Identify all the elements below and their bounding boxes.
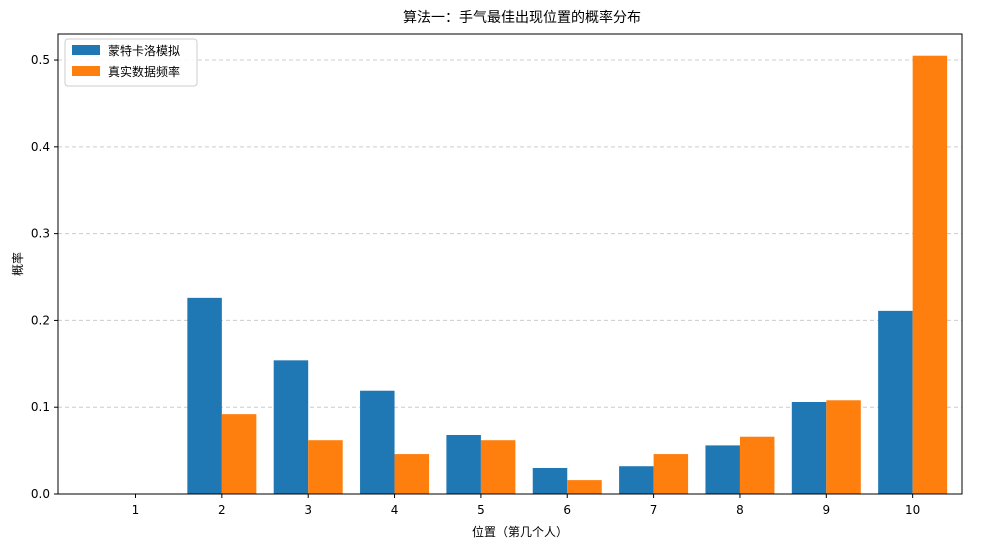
y-tick-label: 0.1 xyxy=(31,400,50,414)
y-tick-label: 0.0 xyxy=(31,487,50,501)
x-tick-label: 6 xyxy=(563,503,571,517)
bar-series-1-6 xyxy=(532,467,568,494)
plot-frame xyxy=(57,33,963,495)
x-tick-label: 8 xyxy=(736,503,744,517)
bar-series-2-7 xyxy=(653,454,689,494)
bar-series-2-2 xyxy=(221,414,257,494)
bar-series-1-7 xyxy=(619,466,654,494)
x-axis-label: 位置（第几个人） xyxy=(472,524,568,539)
bar-series-2-6 xyxy=(567,480,602,494)
x-tick-label: 10 xyxy=(905,503,920,517)
x-tick-label: 2 xyxy=(218,503,226,517)
x-tick-label: 4 xyxy=(391,503,399,517)
x-axis: 1 2 3 4 5 6 7 8 9 10 xyxy=(132,494,920,517)
y-axis: 0.0 0.1 0.2 0.3 0.4 0.5 xyxy=(31,53,58,501)
bar-series-1-5 xyxy=(446,434,481,494)
bar-series-1-2 xyxy=(187,297,222,494)
bar-series-1-8 xyxy=(705,445,740,494)
legend-label: 蒙特卡洛模拟 xyxy=(108,43,180,58)
bar-series-2-9 xyxy=(826,400,861,494)
chart-title: 算法一：手气最佳出现位置的概率分布 xyxy=(403,9,641,26)
y-tick-label: 0.2 xyxy=(31,313,50,327)
x-tick-label: 5 xyxy=(477,503,485,517)
bars xyxy=(187,55,948,494)
legend-swatch xyxy=(72,66,100,76)
x-tick-label: 3 xyxy=(304,503,312,517)
x-tick-label: 7 xyxy=(650,503,658,517)
y-tick-label: 0.3 xyxy=(31,227,50,241)
y-axis-label: 概率 xyxy=(10,252,25,276)
x-tick-label: 1 xyxy=(132,503,140,517)
bar-series-2-10 xyxy=(912,55,948,494)
bar-series-2-3 xyxy=(308,440,343,494)
x-tick-label: 9 xyxy=(822,503,830,517)
bar-series-2-4 xyxy=(394,454,430,494)
legend-swatch xyxy=(72,45,100,55)
bar-series-1-4 xyxy=(360,390,395,494)
bar-series-2-5 xyxy=(480,440,516,494)
bar-series-2-8 xyxy=(739,436,775,494)
y-tick-label: 0.4 xyxy=(31,140,50,154)
bar-series-1-9 xyxy=(791,402,827,494)
y-tick-label: 0.5 xyxy=(31,53,50,67)
legend-label: 真实数据频率 xyxy=(108,64,180,79)
bar-series-1-10 xyxy=(878,310,913,494)
bar-series-1-3 xyxy=(273,360,309,494)
